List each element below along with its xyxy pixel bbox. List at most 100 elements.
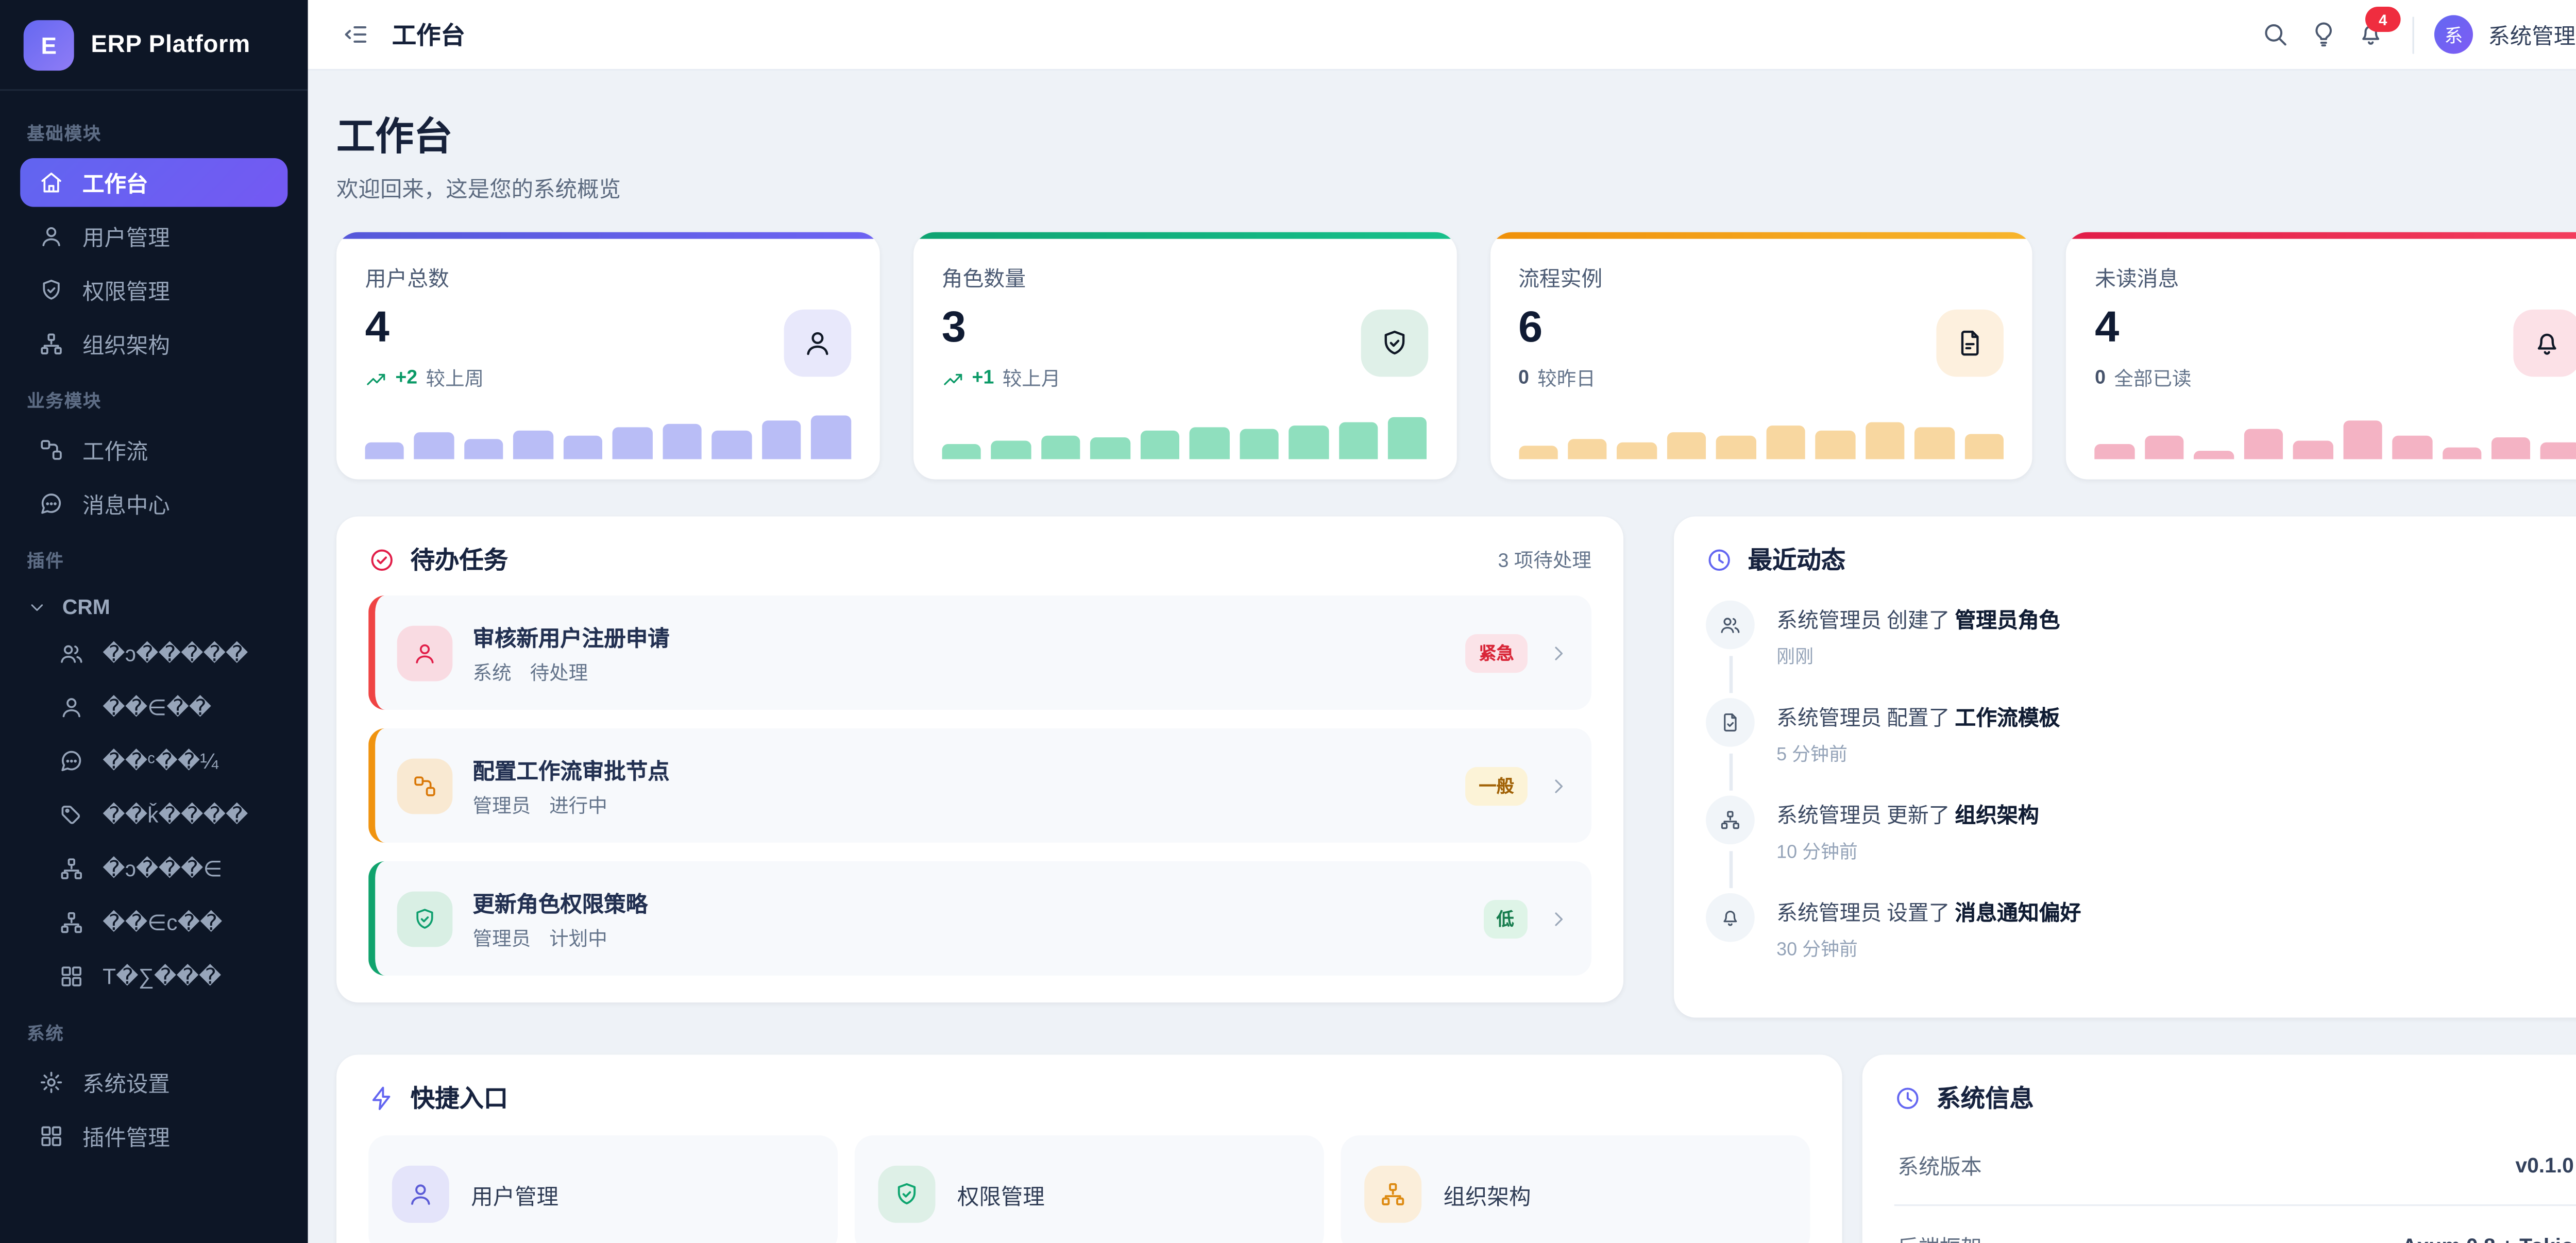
sidebar-nav: 基础模块 工作台 用户管理 权限管理 组织架构 业务模块 工作流	[0, 91, 308, 1161]
sidebar-item-label: 用户管理	[82, 225, 170, 251]
sidebar-item-crm-4[interactable]: �ɔ���∈	[20, 844, 287, 893]
user-name: 系统管理员	[2488, 23, 2576, 49]
trend-value: 0	[2095, 368, 2106, 389]
sidebar-item-crm-3[interactable]: ��ǩ����	[20, 791, 287, 840]
activity-title: 最近动态	[1748, 548, 1846, 575]
app-name: ERP Platform	[91, 31, 250, 58]
stat-trend: +1 较上月	[942, 365, 1061, 392]
users-icon	[59, 641, 84, 666]
quick-tile-users[interactable]: 用户管理	[368, 1135, 838, 1243]
sidebar-item-label: 插件管理	[82, 1125, 170, 1151]
sidebar-item-crm-1[interactable]: ��∈��	[20, 683, 287, 732]
sidebar-item-users[interactable]: 用户管理	[20, 212, 287, 261]
grid-icon	[59, 964, 84, 989]
sidebar-item-crm-0[interactable]: �ɔ�����	[20, 629, 287, 678]
org-tree-icon	[39, 331, 64, 356]
sidebar-item-workflow[interactable]: 工作流	[20, 425, 287, 474]
file-check-icon	[1706, 698, 1755, 747]
file-text-icon	[1937, 309, 2004, 376]
sidebar-item-crm-6[interactable]: T�∑���	[20, 952, 287, 1001]
task-title: 更新角色权限策略	[472, 890, 648, 916]
stat-title: 未读消息	[2095, 267, 2179, 291]
sidebar-item-organization[interactable]: 组织架构	[20, 319, 287, 368]
task-row[interactable]: 更新角色权限策略 管理员 计划中 低	[368, 861, 1591, 976]
task-meta: 管理员 计划中	[473, 924, 648, 951]
stat-trend: +2 较上周	[365, 365, 484, 392]
trend-label: 较上周	[426, 370, 484, 390]
task-status: 计划中	[549, 929, 607, 950]
user-icon	[783, 309, 851, 376]
clock-icon	[1894, 1084, 1921, 1111]
sidebar-item-label: 工作台	[82, 172, 148, 197]
org-tree-icon	[59, 856, 84, 881]
theme-toggle-button[interactable]	[2300, 10, 2348, 58]
user-menu[interactable]: 系 系统管理员	[2434, 15, 2576, 54]
chevron-down-icon	[27, 597, 47, 617]
stat-sparkline	[1518, 408, 2004, 459]
stat-title: 用户总数	[365, 267, 449, 291]
stat-sparkline	[365, 408, 851, 459]
activity-card: 最近动态 系统管理员 创建了 管理员角色 刚刚 系统管理员 配置了 工作流模板 5 分钟…	[1673, 516, 2576, 1018]
sysinfo-label: 后端框架	[1897, 1230, 1981, 1243]
activity-list: 系统管理员 创建了 管理员角色 刚刚 系统管理员 配置了 工作流模板 5 分钟前 系统管…	[1706, 600, 2576, 991]
quick-tile-organization[interactable]: 组织架构	[1341, 1135, 1810, 1243]
activity-actor: 系统管理员	[1776, 609, 1882, 633]
todo-count: 3 项待处理	[1498, 551, 1591, 571]
sidebar-item-plugin-manage[interactable]: 插件管理	[20, 1112, 287, 1161]
activity-action: 设置了	[1887, 901, 1950, 925]
task-owner: 系统	[472, 663, 512, 684]
task-status: 待处理	[530, 663, 588, 684]
org-tree-icon	[1364, 1165, 1422, 1223]
sidebar-item-messages[interactable]: 消息中心	[20, 480, 287, 529]
quick-tile-permissions[interactable]: 权限管理	[854, 1135, 1324, 1243]
sidebar-item-label: ��ǩ����	[103, 801, 248, 827]
activity-action: 更新了	[1887, 804, 1950, 828]
task-row[interactable]: 配置工作流审批节点 管理员 进行中 一般	[368, 728, 1591, 843]
stat-card-roles: 角色数量 3 +1 较上月	[913, 232, 1456, 480]
logo-row: E ERP Platform	[0, 0, 308, 91]
stat-value: 4	[365, 301, 389, 352]
activity-object: 工作流模板	[1955, 706, 2060, 730]
notifications-button[interactable]: 4	[2348, 7, 2401, 58]
chevron-right-icon	[1548, 908, 1569, 929]
task-status: 进行中	[549, 796, 607, 817]
priority-badge: 低	[1483, 899, 1528, 938]
sidebar-item-permissions[interactable]: 权限管理	[20, 266, 287, 315]
sidebar-item-crm-5[interactable]: ��∈c��	[20, 898, 287, 947]
activity-actor: 系统管理员	[1776, 901, 1882, 925]
user-icon	[397, 625, 453, 680]
shield-check-icon	[397, 890, 453, 946]
chat-icon	[39, 491, 64, 516]
sidebar-item-crm-2[interactable]: ��ᶜ��¼	[20, 737, 287, 786]
sidebar-group-crm[interactable]: CRM	[20, 585, 287, 629]
sidebar-group-label: CRM	[62, 595, 110, 619]
zap-icon	[368, 1084, 395, 1111]
sidebar-item-workbench[interactable]: 工作台	[20, 158, 288, 207]
trend-value: +2	[395, 368, 418, 389]
sidebar-collapse-button[interactable]	[342, 20, 370, 49]
sidebar-item-label: ��ᶜ��¼	[103, 747, 218, 773]
stat-title: 流程实例	[1518, 267, 1603, 291]
user-icon	[392, 1165, 449, 1223]
sidebar-item-label: �ɔ���∈	[103, 855, 223, 881]
main-content: 工作台 欢迎回来，这是您的系统概览 用户总数 4 +2 较上周	[308, 69, 2576, 1243]
tag-icon	[59, 803, 84, 828]
priority-badge: 紧急	[1465, 633, 1528, 672]
trend-label: 较上月	[1002, 370, 1061, 390]
quick-label: 权限管理	[957, 1183, 1045, 1209]
org-tree-icon	[1706, 795, 1755, 845]
quick-grid: 用户管理 权限管理 组织架构 工作流	[368, 1135, 1810, 1243]
stat-value: 3	[941, 301, 967, 352]
bell-icon	[1706, 893, 1755, 942]
search-button[interactable]	[2252, 10, 2300, 58]
page-subtitle: 欢迎回来，这是您的系统概览	[336, 176, 621, 202]
sidebar-item-settings[interactable]: 系统设置	[20, 1058, 287, 1107]
task-row[interactable]: 审核新用户注册申请 系统 待处理 紧急	[368, 595, 1591, 710]
activity-time: 刚刚	[1776, 648, 1814, 668]
trending-up-icon	[365, 367, 387, 389]
chat-icon	[59, 748, 84, 774]
activity-action: 创建了	[1887, 609, 1950, 633]
activity-actor: 系统管理员	[1776, 804, 1882, 828]
sysinfo-label: 系统版本	[1897, 1155, 1982, 1179]
